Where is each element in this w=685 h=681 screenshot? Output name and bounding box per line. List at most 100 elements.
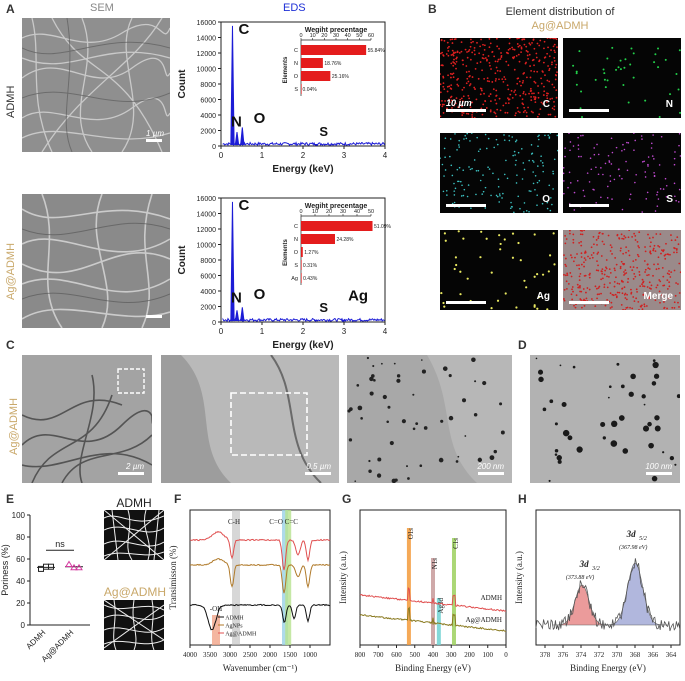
map-dot bbox=[537, 85, 539, 87]
map-dot bbox=[624, 269, 627, 272]
map-dot bbox=[650, 287, 652, 290]
peak-label-O: O bbox=[254, 286, 266, 303]
x-category-label: ADMH bbox=[24, 628, 47, 651]
map-dot bbox=[611, 151, 614, 154]
map-dot bbox=[538, 134, 540, 137]
map-dot bbox=[447, 54, 450, 57]
map-dot bbox=[466, 51, 468, 53]
map-dot bbox=[533, 305, 536, 308]
map-dot bbox=[453, 52, 455, 55]
map-scale-bar bbox=[569, 204, 609, 207]
map-dot bbox=[504, 78, 507, 81]
map-dot bbox=[505, 159, 507, 162]
map-dot bbox=[537, 135, 539, 138]
map-dot bbox=[462, 63, 465, 66]
map-dot bbox=[569, 149, 571, 152]
map-dot bbox=[666, 307, 668, 310]
map-dot bbox=[606, 185, 609, 188]
legend-label: Ag@ADMH bbox=[225, 632, 257, 638]
map-dot bbox=[658, 279, 661, 281]
x-tick-label: 2500 bbox=[243, 651, 258, 659]
map-dot bbox=[601, 270, 603, 273]
map-dot bbox=[554, 115, 557, 118]
nanoparticle bbox=[448, 415, 454, 421]
map-dot bbox=[621, 292, 624, 295]
map-dot bbox=[536, 204, 538, 207]
map-dot bbox=[634, 139, 636, 142]
map-dot bbox=[488, 38, 491, 40]
map-dot bbox=[542, 102, 544, 105]
inset-x-tick-label: 30 bbox=[340, 209, 346, 215]
map-dot bbox=[443, 88, 446, 91]
map-dot bbox=[534, 98, 537, 101]
map-dot bbox=[495, 115, 498, 118]
map-dot bbox=[646, 191, 649, 194]
map-dot bbox=[519, 94, 522, 97]
map-dot bbox=[445, 53, 448, 55]
nanoparticle bbox=[415, 422, 419, 426]
map-label-merge: Merge bbox=[643, 291, 673, 302]
map-dot bbox=[627, 142, 630, 144]
map-dot bbox=[661, 249, 663, 252]
nanoparticle bbox=[393, 362, 396, 365]
map-dot bbox=[610, 137, 613, 140]
map-dot bbox=[449, 96, 452, 99]
map-dot bbox=[442, 112, 445, 114]
inset-x-tick-label: 0 bbox=[299, 33, 302, 39]
map-dot bbox=[445, 189, 448, 192]
map-dot bbox=[676, 236, 679, 239]
inset-x-tick-label: 20 bbox=[321, 33, 327, 39]
nanoparticle bbox=[654, 415, 660, 421]
map-dot bbox=[495, 78, 497, 80]
map-dot bbox=[533, 275, 536, 278]
map-dot bbox=[623, 66, 626, 69]
map-dot bbox=[456, 149, 458, 151]
map-dot bbox=[483, 44, 486, 47]
map-dot bbox=[564, 234, 567, 237]
nanoparticle bbox=[535, 357, 538, 360]
map-dot bbox=[577, 286, 580, 289]
map-dot bbox=[656, 193, 658, 196]
map-dot bbox=[489, 93, 492, 95]
map-dot bbox=[620, 303, 623, 306]
map-dot bbox=[603, 286, 606, 289]
map-dot bbox=[522, 162, 525, 164]
band-c1s bbox=[451, 538, 456, 645]
map-dot bbox=[551, 107, 554, 110]
map-dot bbox=[553, 57, 556, 59]
map-dot bbox=[525, 45, 528, 48]
map-dot bbox=[547, 46, 549, 49]
nanoparticle bbox=[448, 373, 452, 378]
map-dot bbox=[556, 46, 558, 49]
map-dot bbox=[572, 260, 575, 263]
map-dot bbox=[537, 96, 540, 99]
map-dot bbox=[495, 138, 498, 141]
y-tick-label: 2000 bbox=[200, 305, 216, 312]
peak-value-3d32: (373.88 eV) bbox=[566, 574, 594, 581]
spectrum-baseline bbox=[222, 317, 385, 323]
panel-e-letter: E bbox=[6, 492, 15, 506]
map-dot bbox=[591, 256, 594, 259]
inset-bar-O bbox=[301, 71, 331, 81]
map-dot bbox=[453, 38, 456, 41]
map-dot bbox=[451, 42, 454, 44]
map-dot bbox=[458, 51, 461, 54]
tem-fiber-texture bbox=[22, 355, 152, 483]
map-dot bbox=[546, 201, 549, 204]
map-dot bbox=[514, 114, 517, 117]
map-dot bbox=[520, 47, 523, 50]
nanoparticle bbox=[382, 394, 387, 400]
map-dot bbox=[463, 138, 465, 140]
nanoparticle bbox=[396, 374, 401, 378]
map-dot bbox=[597, 269, 600, 272]
element-map-subtitle: Ag@ADMH bbox=[531, 20, 589, 32]
nanoparticle bbox=[608, 385, 612, 389]
map-s-dots bbox=[563, 133, 681, 213]
map-dot bbox=[661, 266, 664, 269]
map-dot bbox=[583, 257, 586, 260]
spectrum-peak-N bbox=[234, 310, 240, 321]
map-dot bbox=[494, 99, 497, 101]
nanoparticle bbox=[377, 457, 382, 462]
map-dot bbox=[517, 241, 520, 245]
map-dot bbox=[648, 237, 651, 240]
